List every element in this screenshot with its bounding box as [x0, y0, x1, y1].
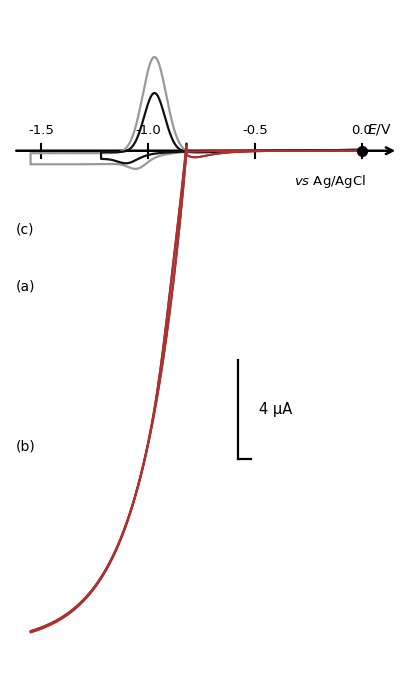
Text: 4 μA: 4 μA — [259, 402, 293, 417]
Text: (c): (c) — [16, 223, 34, 237]
Text: (b): (b) — [16, 440, 35, 454]
Text: -1.0: -1.0 — [135, 124, 161, 137]
Text: $vs$ Ag/AgCl: $vs$ Ag/AgCl — [294, 173, 366, 190]
Text: -1.5: -1.5 — [28, 124, 54, 137]
Text: 0.0: 0.0 — [351, 124, 372, 137]
Text: $E$/V: $E$/V — [367, 122, 392, 137]
Text: (a): (a) — [16, 279, 35, 293]
Text: -0.5: -0.5 — [242, 124, 268, 137]
